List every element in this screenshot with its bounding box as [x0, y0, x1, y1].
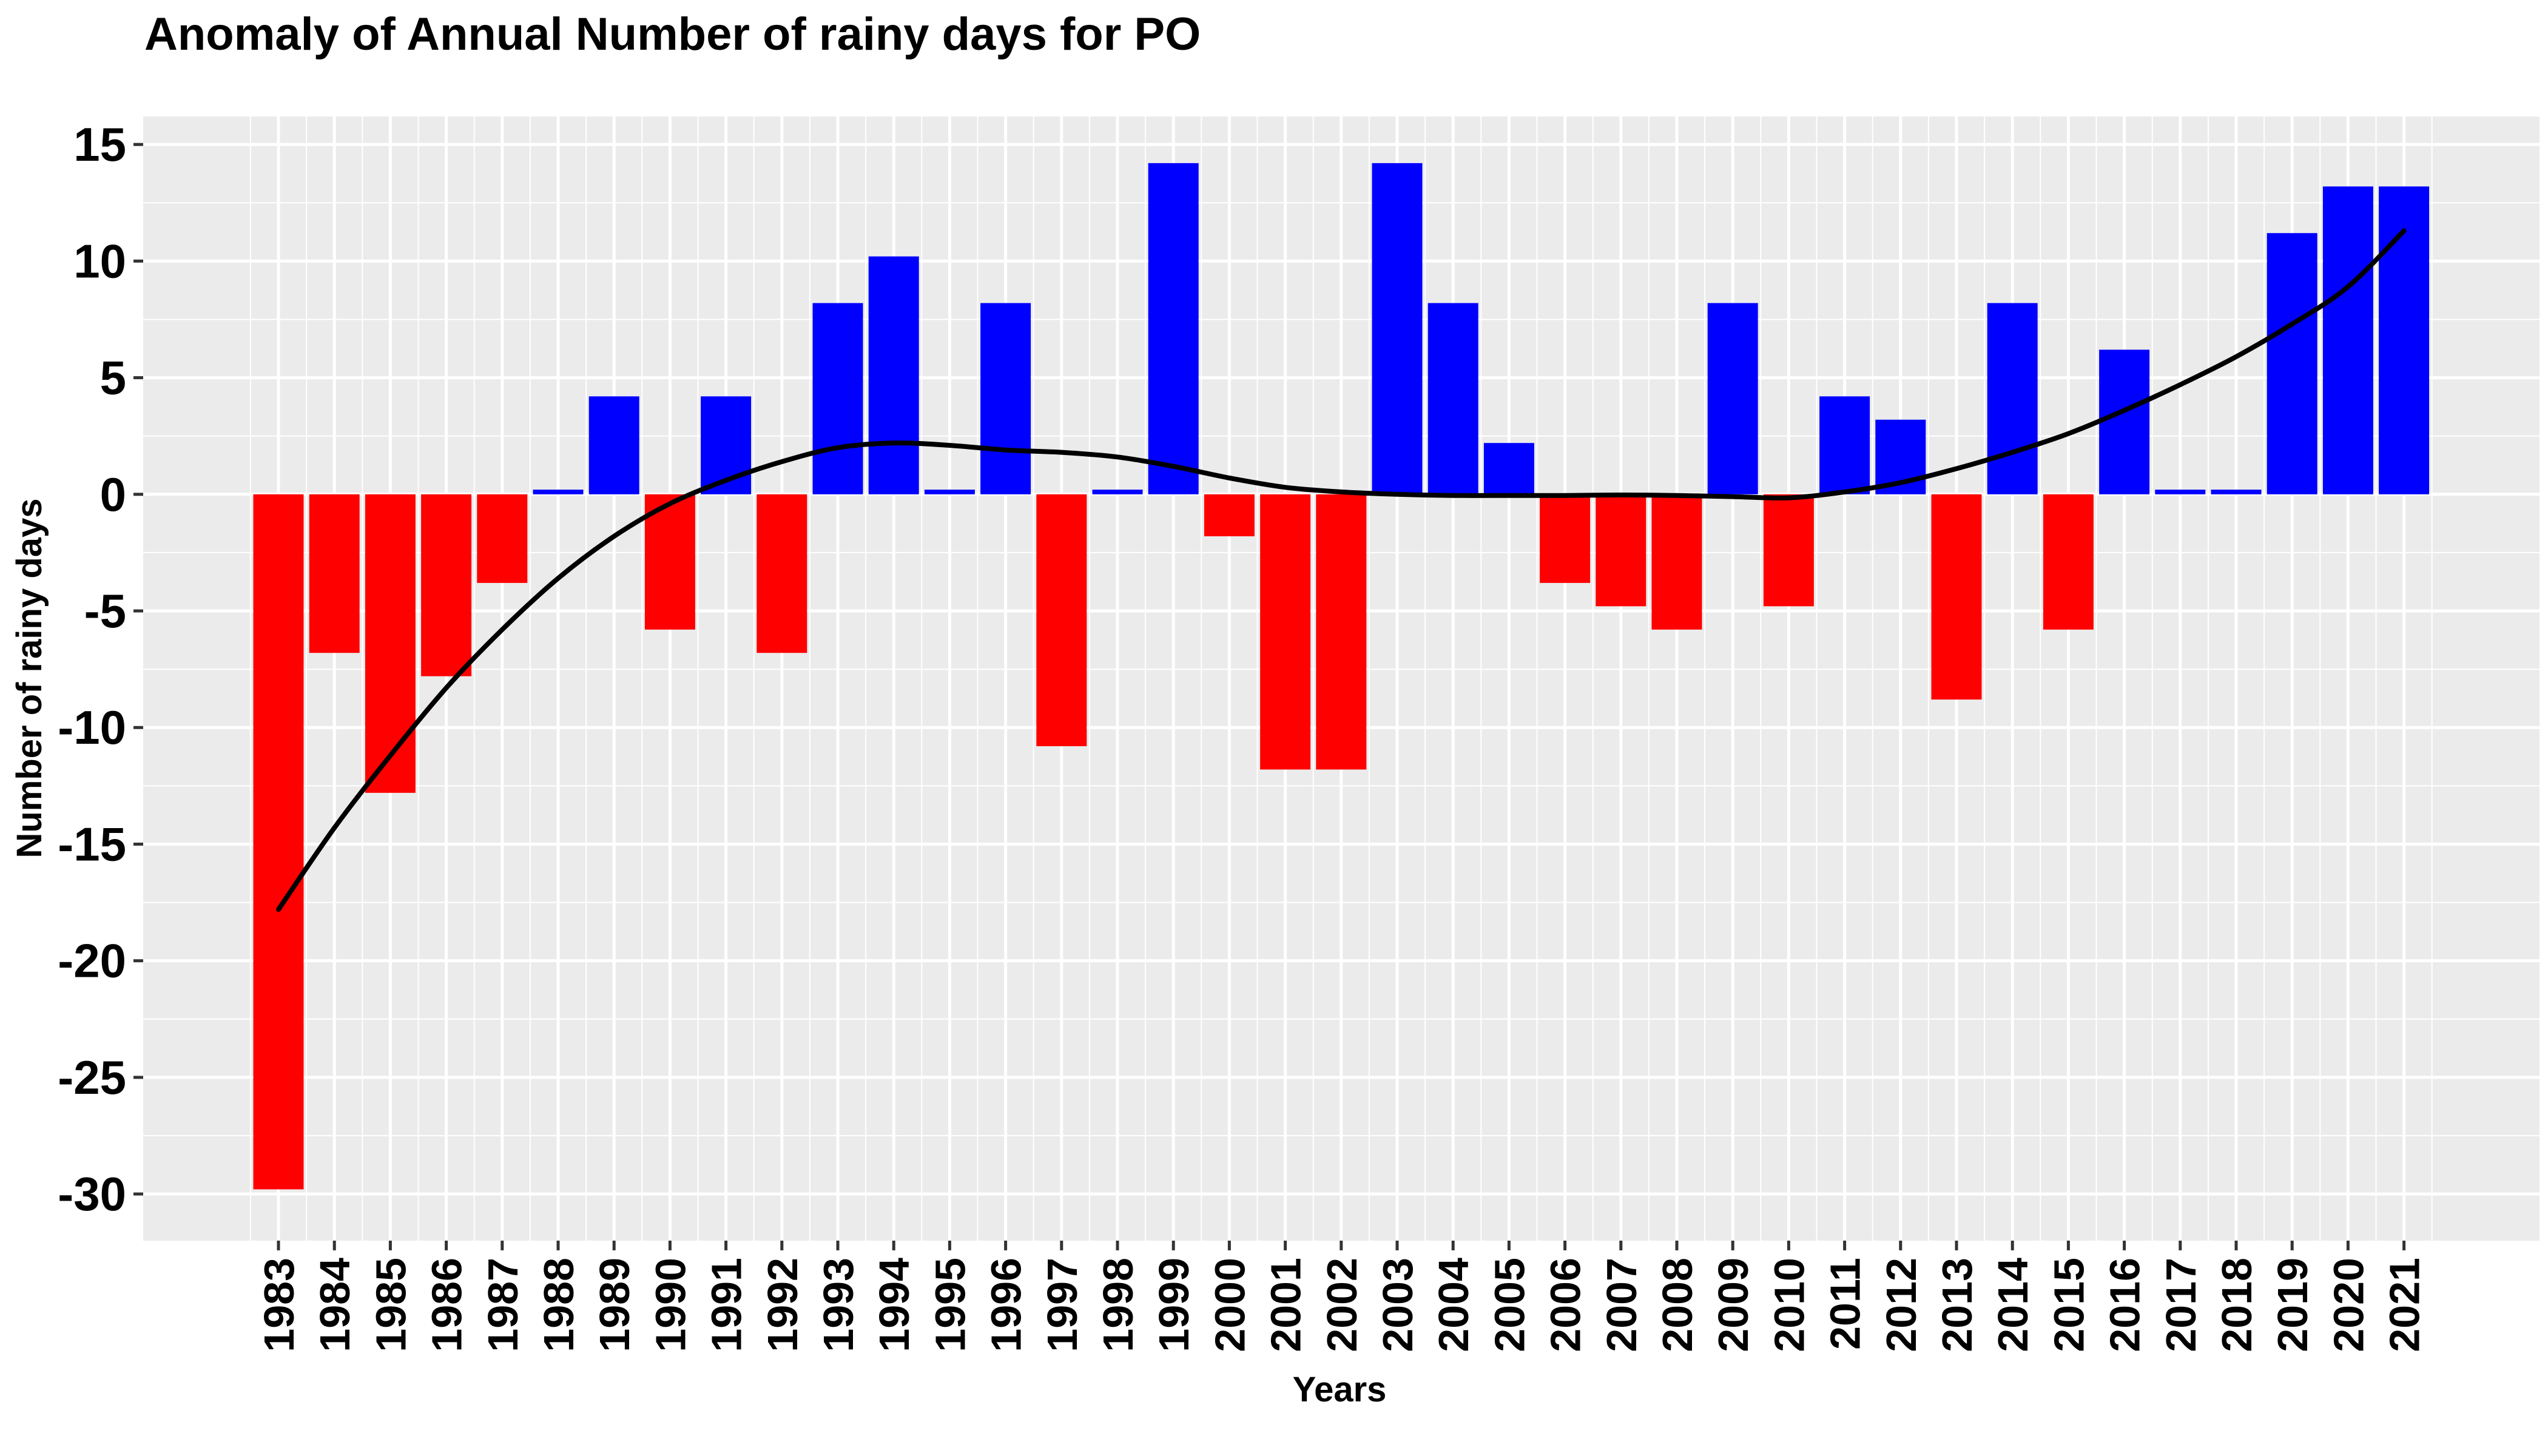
bar-2005	[1483, 443, 1534, 494]
x-tick-label-2009: 2009	[1710, 1258, 1757, 1352]
bar-1990	[644, 494, 695, 630]
x-tick-label-1999: 1999	[1150, 1258, 1198, 1352]
x-tick-label-2008: 2008	[1654, 1258, 1701, 1352]
y-tick-label: 0	[100, 468, 126, 521]
x-tick-label-2006: 2006	[1542, 1258, 1589, 1352]
bar-2009	[1707, 303, 1758, 494]
x-tick-label-1994: 1994	[871, 1258, 918, 1352]
y-tick-label: -15	[58, 817, 126, 871]
bar-2002	[1316, 494, 1367, 770]
bar-1997	[1036, 494, 1087, 746]
x-tick-label-1993: 1993	[815, 1258, 862, 1352]
bar-2021	[2379, 186, 2430, 494]
x-tick-label-2015: 2015	[2045, 1258, 2092, 1352]
bar-2008	[1651, 494, 1702, 630]
bar-1983	[253, 494, 304, 1190]
bar-1999	[1148, 163, 1199, 494]
x-tick-label-1986: 1986	[423, 1258, 471, 1352]
y-tick-label: -30	[58, 1167, 126, 1221]
x-tick-label-1996: 1996	[983, 1258, 1030, 1352]
bar-2020	[2322, 186, 2373, 494]
bar-2010	[1763, 494, 1814, 607]
x-tick-label-1991: 1991	[703, 1258, 750, 1352]
x-tick-label-2021: 2021	[2381, 1258, 2428, 1352]
bar-2019	[2267, 233, 2317, 494]
x-tick-label-1988: 1988	[535, 1258, 582, 1352]
x-tick-label-2005: 2005	[1486, 1258, 1533, 1352]
bar-1996	[980, 303, 1031, 494]
bar-2017	[2155, 490, 2206, 494]
y-tick-label: -25	[58, 1051, 126, 1104]
x-tick-label-2003: 2003	[1374, 1258, 1421, 1352]
bar-2003	[1372, 163, 1423, 494]
x-axis-ticks: 1983 1984 1985 1986 1987 1988 1989 1990 1991 1992…	[255, 1241, 2428, 1352]
y-axis-ticks: 15 10 5 0 -5 -10 -15 -20 -25 -30	[58, 118, 143, 1221]
x-tick-label-2010: 2010	[1765, 1258, 1813, 1352]
y-tick-label: -5	[84, 584, 126, 638]
bar-2006	[1540, 494, 1591, 583]
y-tick-label: 10	[73, 234, 126, 288]
x-tick-label-2016: 2016	[2101, 1258, 2149, 1352]
bars	[253, 163, 2430, 1190]
x-tick-label-1997: 1997	[1039, 1258, 1086, 1352]
bar-1998	[1092, 490, 1143, 494]
x-tick-label-1987: 1987	[479, 1258, 527, 1352]
x-tick-label-1983: 1983	[255, 1258, 303, 1352]
bar-1995	[924, 490, 975, 494]
x-tick-label-2000: 2000	[1206, 1258, 1253, 1352]
smooth-trend-line	[276, 228, 2407, 912]
x-tick-label-2018: 2018	[2213, 1258, 2260, 1352]
x-axis-title: Years	[1293, 1370, 1387, 1409]
bar-1994	[868, 256, 919, 494]
x-tick-label-2004: 2004	[1430, 1258, 1477, 1352]
x-tick-label-1989: 1989	[591, 1258, 638, 1352]
x-tick-label-2014: 2014	[1989, 1258, 2037, 1352]
x-tick-label-2012: 2012	[1878, 1258, 1925, 1352]
bar-2014	[1987, 303, 2038, 494]
bar-2004	[1427, 303, 1478, 494]
bar-2011	[1819, 396, 1870, 494]
bar-2018	[2211, 490, 2262, 494]
bar-1985	[365, 494, 416, 793]
x-tick-label-2002: 2002	[1318, 1258, 1366, 1352]
bar-2007	[1596, 494, 1646, 607]
bar-2015	[2043, 494, 2094, 630]
x-tick-label-2020: 2020	[2325, 1258, 2372, 1352]
bar-2000	[1204, 494, 1255, 536]
bar-1986	[421, 494, 472, 676]
bar-2001	[1260, 494, 1311, 770]
x-tick-label-2013: 2013	[1933, 1258, 1981, 1352]
y-tick-label: -10	[58, 701, 126, 754]
chart-title: Anomaly of Annual Number of rainy days f…	[144, 8, 1201, 60]
bar-1989	[588, 396, 639, 494]
x-tick-label-1990: 1990	[647, 1258, 694, 1352]
x-tick-label-1998: 1998	[1094, 1258, 1142, 1352]
x-tick-label-2001: 2001	[1262, 1258, 1310, 1352]
x-tick-label-2007: 2007	[1598, 1258, 1645, 1352]
bar-1992	[757, 494, 807, 653]
x-tick-label-1992: 1992	[759, 1258, 806, 1352]
y-tick-label: -20	[58, 934, 126, 988]
x-tick-label-1985: 1985	[367, 1258, 414, 1352]
x-tick-label-1995: 1995	[926, 1258, 974, 1352]
bar-2016	[2099, 349, 2150, 494]
x-tick-label-2017: 2017	[2157, 1258, 2205, 1352]
y-tick-label: 15	[73, 118, 126, 171]
y-tick-label: 5	[100, 351, 126, 405]
bar-1988	[533, 490, 584, 494]
x-tick-label-1984: 1984	[311, 1258, 359, 1352]
x-tick-label-2011: 2011	[1822, 1258, 1869, 1350]
bar-2013	[1931, 494, 1982, 700]
x-tick-label-2019: 2019	[2269, 1258, 2316, 1352]
bar-1993	[812, 303, 863, 494]
y-axis-title: Number of rainy days	[10, 498, 49, 858]
bar-1987	[477, 494, 528, 583]
bar-1984	[309, 494, 360, 653]
